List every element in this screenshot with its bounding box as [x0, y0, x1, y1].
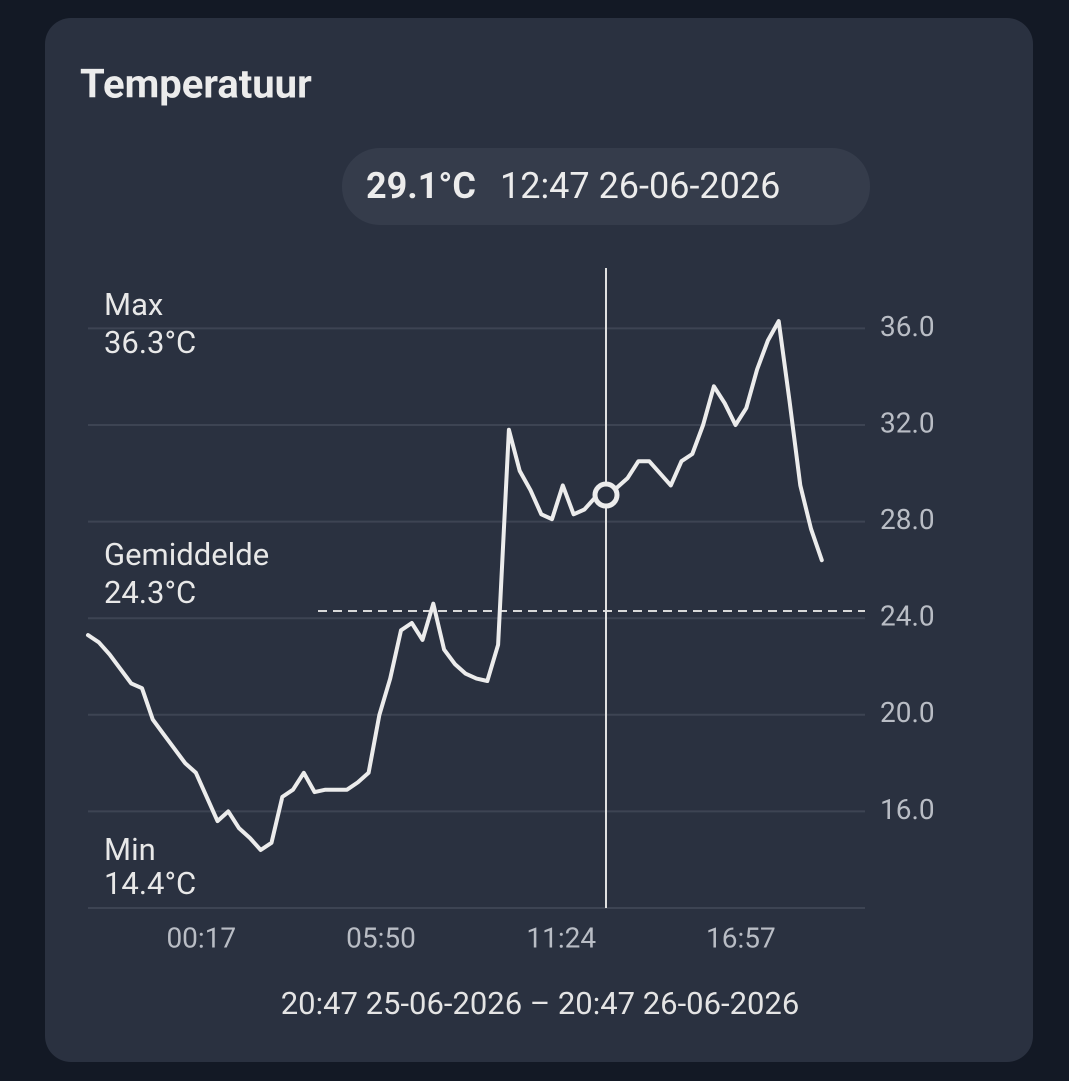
y-tick-label: 32.0 — [880, 406, 935, 439]
temperature-line — [86, 319, 824, 852]
stat-label: Gemiddelde — [104, 536, 269, 573]
x-tick-label: 05:50 — [346, 921, 416, 954]
x-tick-label: 00:17 — [166, 921, 236, 954]
x-tick-label: 11:24 — [526, 921, 596, 954]
tooltip: 29.1°C 12:47 26-06-2026 — [366, 165, 780, 207]
y-tick-label: 16.0 — [880, 793, 935, 826]
y-tick-label: 20.0 — [880, 696, 935, 729]
card — [45, 18, 1033, 1062]
stat-label: Max — [104, 286, 163, 323]
stat-value: 14.4°C — [104, 865, 196, 902]
card-title: Temperatuur — [80, 61, 312, 108]
cursor-marker — [592, 481, 620, 509]
plot: 16.0 20.0 24.0 28.0 32.0 36.0 00:17 05:50 11:24 1… — [86, 268, 935, 954]
range-label: 20:47 25-06-2026 – 20:47 26-06-2026 — [281, 985, 800, 1022]
stat-value: 24.3°C — [104, 574, 196, 611]
tooltip-value: 29.1°C — [366, 165, 476, 207]
tooltip-time: 12:47 26-06-2026 — [500, 165, 780, 207]
y-tick-label: 28.0 — [880, 503, 935, 536]
y-tick-label: 36.0 — [880, 310, 935, 343]
x-tick-label: 16:57 — [706, 921, 776, 954]
stat-label: Min — [104, 831, 156, 868]
y-tick-label: 24.0 — [880, 600, 935, 633]
tooltip-pill — [342, 148, 870, 225]
stat-value: 36.3°C — [104, 324, 196, 361]
